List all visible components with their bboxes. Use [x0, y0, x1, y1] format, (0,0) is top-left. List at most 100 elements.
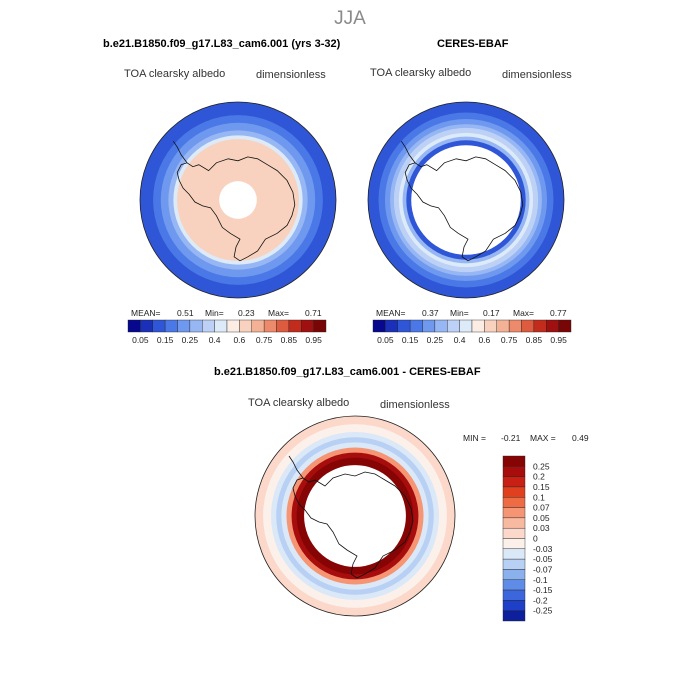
diff-max-value: 0.49 [572, 433, 589, 443]
colorbar-swatch [546, 319, 559, 333]
colorbar-swatch [502, 548, 526, 560]
colorbar-tick-label: 0.05 [533, 513, 550, 523]
colorbar-tick-label: 0.03 [533, 523, 550, 533]
obs-mean-label: MEAN= [376, 308, 406, 318]
obs-variable-label: TOA clearsky albedo [370, 67, 472, 79]
colorbar-swatch [189, 319, 203, 333]
obs-min-value: 0.17 [483, 308, 500, 318]
colorbar-1: 0.05 0.15 0.25 0.4 0.6 0.75 0.85 0.95 [127, 319, 327, 345]
model-mean-value: 0.51 [177, 308, 194, 318]
model-mean-label: MEAN= [131, 308, 161, 318]
diff-variable-label: TOA clearsky albedo [248, 397, 350, 409]
colorbar-swatch [502, 527, 526, 539]
colorbar-swatch [502, 558, 526, 570]
colorbar-2: 0.05 0.15 0.25 0.4 0.6 0.75 0.85 0.95 [372, 319, 572, 345]
colorbar-swatch [288, 319, 302, 333]
colorbar-swatch [276, 319, 290, 333]
model-max-value: 0.71 [305, 308, 322, 318]
obs-max-value: 0.77 [550, 308, 567, 318]
map-border [139, 101, 337, 299]
colorbar-swatch [164, 319, 178, 333]
colorbar-tick-label: -0.25 [533, 606, 553, 616]
colorbar-tick-label: 0.15 [402, 335, 419, 345]
colorbar-swatch [202, 319, 215, 333]
colorbar-swatch [239, 319, 252, 333]
colorbar-swatch [471, 319, 485, 333]
obs-min-label: Min= [450, 308, 469, 318]
colorbar-tick-label: 0.6 [233, 335, 245, 345]
colorbar-swatch [372, 319, 386, 333]
colorbar-tick-label: 0.15 [157, 335, 174, 345]
colorbar-swatch [459, 319, 473, 333]
colorbar-swatch [502, 610, 526, 622]
colorbar-tick-label: 0.4 [454, 335, 466, 345]
model-variable-label: TOA clearsky albedo [124, 68, 226, 80]
colorbar-tick-label: -0.15 [533, 585, 553, 595]
colorbar-swatch [558, 319, 572, 333]
colorbar-swatch [251, 319, 265, 333]
colorbar-swatch [152, 319, 166, 333]
colorbar-tick-label: 0.95 [305, 335, 322, 345]
colorbar-swatch [502, 497, 526, 508]
colorbar-tick-label: -0.07 [533, 564, 553, 574]
colorbar-swatch [140, 319, 153, 333]
map-border [367, 101, 565, 299]
colorbar-swatch [409, 319, 423, 333]
obs-mean-value: 0.37 [422, 308, 439, 318]
colorbar-tick-label: 0.05 [377, 335, 394, 345]
colorbar-tick-label: 0.15 [533, 482, 550, 492]
colorbar-swatch [502, 589, 526, 601]
peninsula-coastline [288, 455, 304, 479]
model-panel-title: b.e21.B1850.f09_g17.L83_cam6.001 (yrs 3-… [103, 38, 341, 50]
diff-min-label: MIN = [463, 433, 486, 443]
colorbar-swatch [226, 319, 240, 333]
colorbar-tick-label: 0.75 [256, 335, 273, 345]
colorbar-swatch [502, 517, 526, 529]
albedo-ring-7 [219, 181, 257, 219]
colorbar-swatch [397, 319, 411, 333]
model-max-label: Max= [268, 308, 290, 318]
diff-panel-title: b.e21.B1850.f09_g17.L83_cam6.001 - CERES… [214, 366, 481, 378]
colorbar-tick-label: -0.2 [533, 595, 548, 605]
colorbar-swatch [502, 486, 526, 498]
map-border [254, 415, 456, 617]
colorbar-tick-label: 0.07 [533, 503, 550, 513]
peninsula-coastline [172, 140, 188, 163]
colorbar-tick-label: 0.1 [533, 492, 545, 502]
colorbar-tick-label: 0.05 [132, 335, 149, 345]
model-min-value: 0.23 [238, 308, 255, 318]
colorbar-tick-label: 0.25 [533, 461, 550, 471]
colorbar-tick-label: -0.05 [533, 554, 553, 564]
colorbar-tick-label: -0.1 [533, 575, 548, 585]
antarctica-coastline [292, 471, 414, 579]
colorbar-swatch [502, 466, 526, 477]
diff-min-value: -0.21 [501, 433, 521, 443]
colorbar-swatch [502, 507, 526, 519]
colorbar-swatch [301, 319, 314, 333]
diff-units-label: dimensionless [380, 399, 450, 411]
colorbar-tick-label: 0.85 [281, 335, 298, 345]
colorbar-swatch [533, 319, 547, 333]
colorbar-swatch [496, 319, 510, 333]
diff-max-label: MAX = [530, 433, 556, 443]
antarctica-coastline [176, 156, 296, 262]
map-panel-3 [254, 415, 456, 617]
colorbar-swatch [502, 455, 526, 467]
colorbar-swatch [502, 538, 526, 550]
colorbar-tick-label: 0.25 [427, 335, 444, 345]
albedo-ring-9 [304, 465, 406, 567]
colorbar-tick-label: -0.03 [533, 544, 553, 554]
colorbar-tick-label: 0.4 [209, 335, 221, 345]
antarctica-coastline [404, 156, 524, 262]
colorbar-swatch [263, 319, 277, 333]
colorbar-swatch [502, 579, 526, 591]
colorbar-tick-label: 0.2 [533, 472, 545, 482]
colorbar-swatch [422, 319, 436, 333]
colorbar-swatch [502, 600, 526, 611]
colorbar-tick-label: 0.6 [478, 335, 490, 345]
map-panel-1 [139, 101, 337, 299]
colorbar-tick-label: 0 [533, 534, 538, 544]
colorbar-swatch [484, 319, 497, 333]
colorbar-tick-label: 0.95 [550, 335, 567, 345]
